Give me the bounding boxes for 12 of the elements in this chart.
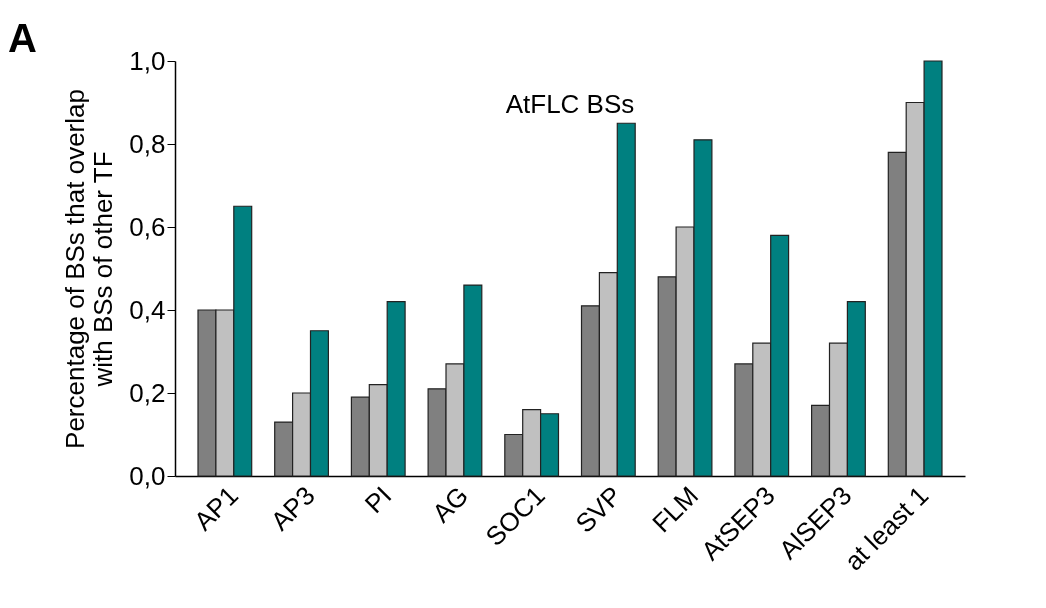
x-tick-label: AP1	[187, 480, 244, 537]
y-tick-label: 0,4	[129, 294, 166, 325]
text: A	[8, 16, 37, 60]
text: AtFLC BSs	[505, 89, 635, 119]
y-axis-title: Percentage of BSs that overlap with BSs of other TF	[60, 89, 119, 449]
y-tick-label: 1,0	[129, 45, 166, 76]
x-tick-label: AG	[426, 480, 475, 529]
y-tick-label: 0,0	[129, 460, 166, 491]
y-tick-label: 0,6	[129, 211, 166, 242]
x-tick-label: PI	[358, 480, 398, 519]
y-tick-label: 0,2	[129, 377, 166, 408]
y-tick-label: 0,8	[129, 128, 166, 159]
